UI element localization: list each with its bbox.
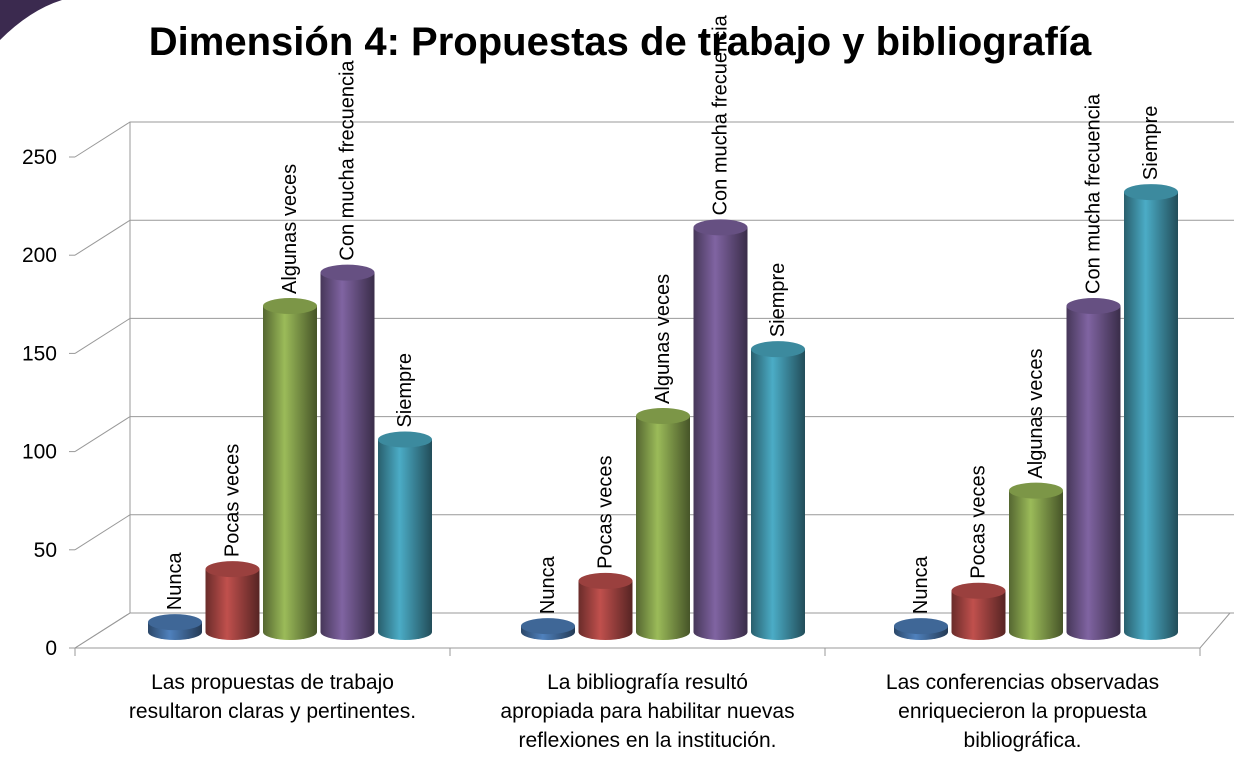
x-tick-label: Las propuestas de trabajo resultaron cla… (128, 671, 417, 723)
bar-top (578, 572, 633, 589)
y-tick-label: 150 (22, 342, 57, 365)
data-label: Algunas veces (652, 274, 674, 404)
bar-top (636, 407, 690, 424)
bar (205, 561, 260, 640)
data-label: Con mucha frecuencia (337, 60, 359, 261)
bar (320, 264, 375, 640)
bar (1066, 297, 1121, 640)
grid-line (74, 612, 1234, 649)
bar (578, 572, 633, 640)
grid-line (74, 317, 1234, 354)
bar-body (378, 439, 432, 640)
bar-top (1124, 184, 1178, 201)
bar-top (205, 561, 260, 578)
corner-decoration (0, 0, 62, 40)
bar-top (148, 614, 202, 631)
data-label: Pocas veces (222, 444, 244, 557)
bar-body (636, 415, 690, 640)
bar-top (751, 341, 805, 358)
bar (894, 618, 948, 640)
bar-top (951, 582, 1006, 599)
data-label: Algunas veces (1025, 349, 1047, 479)
bar-top (320, 264, 375, 281)
bar (1009, 482, 1063, 640)
bar-body (263, 305, 317, 640)
bar (148, 614, 202, 640)
bar (521, 618, 575, 640)
bar-body (320, 272, 375, 640)
bar-top (894, 618, 948, 635)
bar-top (378, 431, 432, 448)
bar (263, 297, 317, 640)
bar-top (1009, 482, 1063, 499)
bar-top (521, 618, 575, 635)
bar-body (951, 590, 1006, 640)
x-tick-label: Las conferencias observadas enriqueciero… (885, 671, 1160, 752)
bar-body (1009, 490, 1063, 640)
bar-body (1124, 192, 1178, 640)
data-label: Pocas veces (595, 456, 617, 569)
data-label: Siempre (767, 263, 789, 337)
y-tick-label: 250 (22, 146, 57, 169)
bar (951, 582, 1006, 640)
bar-top (693, 219, 748, 236)
bar (378, 431, 432, 640)
data-label: Pocas veces (968, 465, 990, 578)
grid-line (74, 219, 1234, 256)
y-tick-label: 0 (45, 637, 57, 660)
bar-top (263, 297, 317, 314)
data-label: Nunca (910, 555, 932, 614)
chart-title: Dimensión 4: Propuestas de trabajo y bib… (149, 20, 1092, 64)
bar (751, 341, 805, 640)
bar (693, 219, 748, 640)
bar (1124, 184, 1178, 640)
grid-line (74, 416, 1234, 453)
bar-body (693, 227, 748, 640)
data-label: Con mucha frecuencia (710, 14, 732, 215)
y-tick-label: 50 (34, 539, 57, 562)
bar-top (1066, 297, 1121, 314)
data-label: Nunca (164, 551, 186, 610)
grid-line (74, 514, 1234, 551)
bar-body (751, 349, 805, 640)
y-tick-label: 200 (22, 244, 57, 267)
data-label: Con mucha frecuencia (1083, 93, 1105, 294)
y-tick-label: 100 (22, 441, 57, 464)
data-label: Algunas veces (279, 164, 301, 294)
x-tick-label: La bibliografía resultó apropiada para h… (500, 671, 795, 752)
bar-body (1066, 305, 1121, 640)
data-label: Siempre (394, 353, 416, 427)
bar (636, 407, 690, 640)
bar-body (205, 569, 260, 640)
bar-body (578, 580, 633, 640)
grid-line (74, 121, 1234, 158)
data-label: Siempre (1140, 106, 1162, 180)
data-label: Nunca (537, 555, 559, 614)
back-wall (74, 122, 131, 649)
